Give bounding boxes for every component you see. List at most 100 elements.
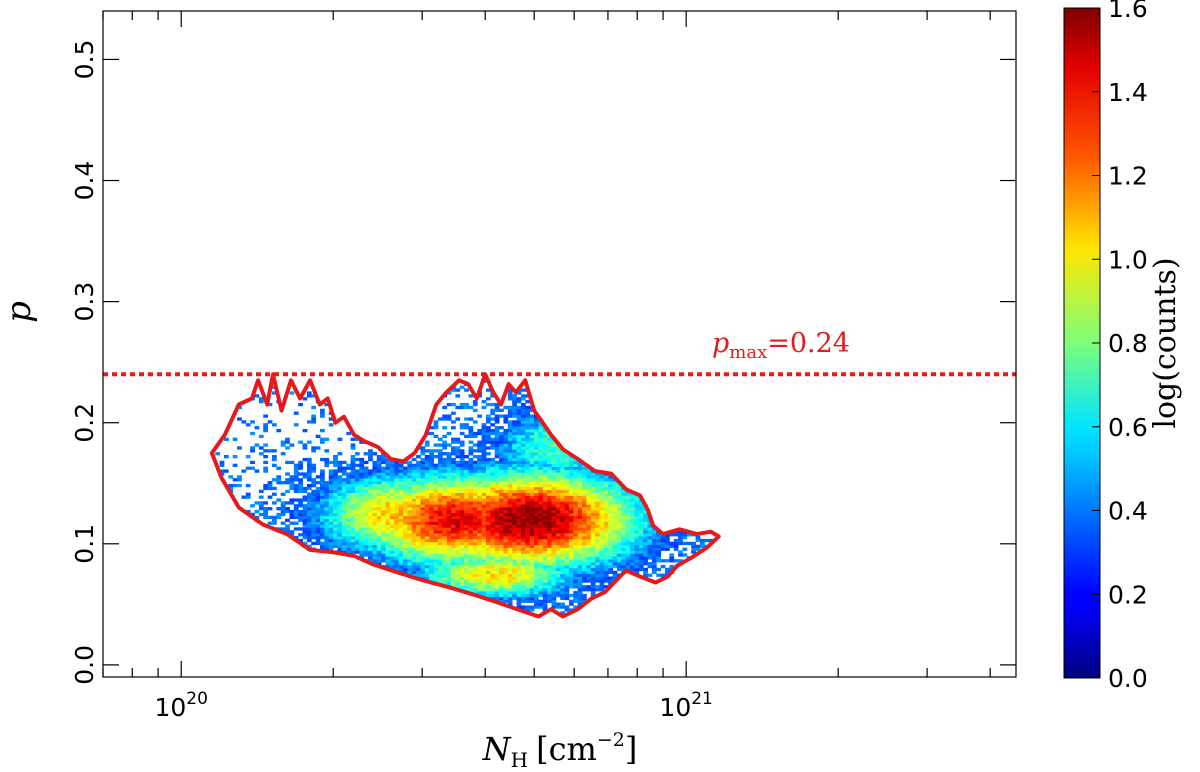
heatmap-cell (263, 507, 269, 511)
heatmap-cell (520, 492, 526, 496)
heatmap-cell (551, 530, 557, 534)
heatmap-cell (411, 518, 417, 522)
heatmap-cell (403, 567, 408, 572)
heatmap-cell (542, 573, 548, 577)
heatmap-cell (306, 391, 312, 395)
heatmap-cell (577, 596, 583, 601)
heatmap-cell (376, 463, 382, 467)
heatmap-cell (643, 538, 648, 543)
heatmap-cell (547, 509, 552, 514)
heatmap-cell (555, 483, 561, 488)
heatmap-cell (451, 579, 456, 583)
heatmap-cell (280, 507, 286, 511)
heatmap-cell (525, 518, 531, 522)
heatmap-cell (538, 553, 544, 557)
heatmap-cell (442, 486, 448, 491)
heatmap-cell (643, 530, 648, 534)
heatmap-cell (599, 527, 605, 531)
heatmap-cell (612, 538, 618, 543)
heatmap-cell (481, 512, 487, 517)
heatmap-cell (481, 460, 487, 465)
heatmap-cell (468, 536, 474, 540)
heatmap-cell (293, 536, 299, 540)
heatmap-cell (446, 538, 452, 543)
heatmap-cell (534, 533, 539, 537)
heatmap-cell (416, 573, 421, 577)
heatmap-cell (459, 449, 465, 453)
heatmap-cell (481, 475, 487, 479)
heatmap-cell (525, 588, 531, 592)
heatmap-cell (560, 527, 565, 531)
heatmap-cell (503, 599, 509, 603)
heatmap-cell (529, 483, 535, 488)
heatmap-cell (534, 573, 539, 577)
heatmap-cell (398, 536, 404, 540)
heatmap-cell (516, 553, 522, 557)
heatmap-cell (459, 533, 465, 537)
heatmap-cell (446, 501, 452, 505)
heatmap-cell (490, 527, 496, 531)
heatmap-cell (542, 455, 548, 459)
heatmap-cell (608, 521, 614, 525)
heatmap-cell (516, 579, 522, 583)
heatmap-cell (612, 492, 618, 496)
heatmap-cell (416, 466, 421, 470)
heatmap-cell (285, 501, 290, 505)
heatmap-cell (250, 446, 255, 450)
heatmap-cell (429, 507, 434, 511)
heatmap-cell (446, 391, 452, 395)
heatmap-cell (420, 515, 426, 520)
heatmap-cell (464, 553, 469, 557)
heatmap-cell (485, 541, 491, 546)
heatmap-cell (350, 498, 356, 502)
heatmap-cell (472, 521, 478, 525)
heatmap-cell (534, 507, 539, 511)
heatmap-cell (403, 550, 408, 554)
heatmap-cell (315, 498, 321, 502)
heatmap-cell (311, 509, 317, 514)
heatmap-cell (346, 518, 351, 522)
heatmap-cell (538, 483, 544, 488)
heatmap-cell (547, 518, 552, 522)
heatmap-cell (359, 547, 365, 551)
heatmap-cell (485, 434, 491, 439)
heatmap-cell (389, 559, 395, 563)
heatmap-cell (547, 596, 552, 601)
heatmap-cell (490, 576, 496, 580)
heatmap-cell (490, 507, 496, 511)
heatmap-cell (551, 509, 557, 514)
heatmap-cell (416, 469, 421, 473)
heatmap-cell (442, 492, 448, 496)
heatmap-cell (446, 463, 452, 467)
heatmap-cell (555, 463, 561, 467)
heatmap-cell (608, 518, 614, 522)
heatmap-cell (433, 434, 439, 439)
heatmap-cell (564, 533, 570, 537)
heatmap-cell (555, 466, 561, 470)
heatmap-cell (529, 527, 535, 531)
heatmap-cell (538, 489, 544, 493)
heatmap-cell (516, 593, 522, 598)
heatmap-cell (595, 507, 600, 511)
heatmap-cell (394, 567, 400, 572)
heatmap-cell (534, 417, 539, 421)
heatmap-cell (328, 501, 334, 505)
heatmap-cell (529, 576, 535, 580)
heatmap-cell (350, 466, 356, 470)
heatmap-cell (424, 472, 430, 476)
heatmap-cell (485, 457, 491, 462)
heatmap-cell (516, 524, 522, 528)
heatmap-cell (472, 562, 478, 566)
heatmap-cell (446, 486, 452, 491)
heatmap-cell (363, 507, 369, 511)
heatmap-cell (625, 547, 631, 551)
heatmap-cell (516, 602, 522, 606)
heatmap-cell (285, 527, 290, 531)
heatmap-cell (586, 570, 592, 574)
heatmap-cell (595, 585, 600, 589)
heatmap-cell (621, 538, 627, 543)
heatmap-cell (534, 489, 539, 493)
heatmap-cell (503, 469, 509, 473)
heatmap-cell (424, 457, 430, 462)
heatmap-cell (516, 426, 522, 430)
